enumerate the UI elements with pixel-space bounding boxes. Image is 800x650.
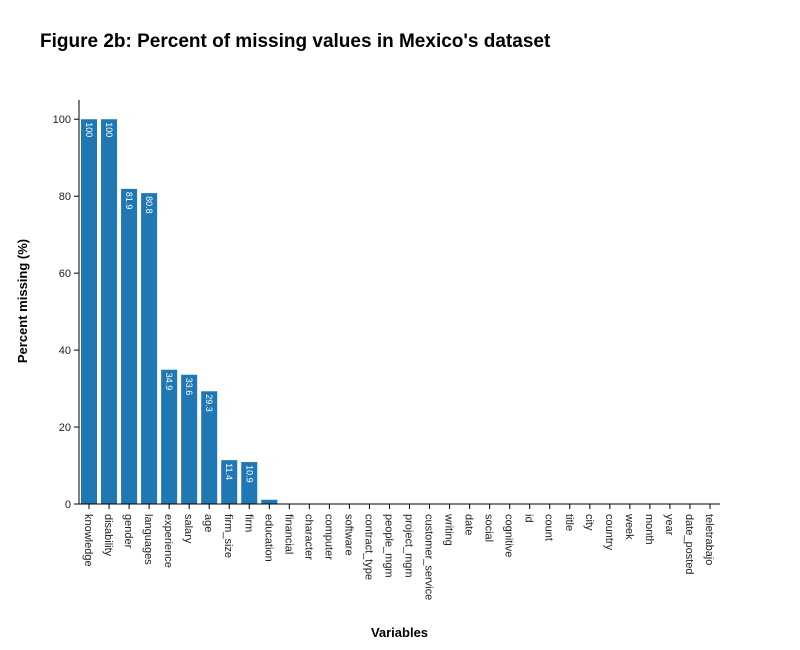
x-tick-label: week: [623, 513, 635, 540]
x-tick-label: age: [202, 514, 214, 532]
data-label: 80.8: [144, 196, 154, 214]
x-tick-label: computer: [322, 514, 334, 560]
x-tick-label: date: [463, 514, 475, 535]
x-tick-label: customer_service: [423, 514, 435, 600]
bar: [261, 499, 278, 504]
x-axis: knowledge disability gender languages experi…: [79, 503, 720, 600]
bar: [101, 119, 118, 504]
x-tick-label: gender: [122, 514, 134, 549]
data-label: 34.9: [164, 373, 174, 391]
x-tick-label: city: [583, 514, 595, 531]
x-tick-label: date_posted: [683, 514, 695, 575]
x-tick-label: count: [543, 514, 555, 541]
x-tick-label: financial: [282, 514, 294, 554]
x-tick-label: languages: [142, 514, 154, 565]
y-tick-label: 100: [53, 114, 71, 126]
y-tick-label: 60: [59, 268, 71, 280]
bar: [161, 369, 178, 504]
x-tick-label: country: [603, 514, 615, 551]
data-label: 33.6: [184, 378, 194, 396]
x-tick-label: title: [563, 514, 575, 531]
x-tick-label: year: [663, 514, 675, 536]
x-tick-label: salary: [182, 514, 194, 544]
x-tick-label: education: [262, 514, 274, 562]
data-label: 1.1: [264, 503, 274, 516]
y-tick-label: 80: [59, 191, 71, 203]
x-tick-label: software: [342, 514, 354, 556]
bar: [201, 391, 218, 504]
bar: [181, 374, 198, 504]
x-tick-label: character: [302, 514, 314, 560]
data-label: 29.3: [204, 394, 214, 412]
bar: [221, 460, 238, 504]
bar: [121, 188, 138, 504]
x-tick-label: firm: [242, 514, 254, 532]
data-label: 100: [104, 122, 114, 137]
y-tick-label: 0: [65, 499, 71, 511]
x-tick-label: month: [643, 514, 655, 545]
y-axis: 0 20 40 60 80 100: [53, 100, 80, 511]
x-tick-label: knowledge: [82, 514, 94, 567]
x-tick-label: project_mgm: [403, 514, 415, 578]
y-tick-label: 40: [59, 345, 71, 357]
x-tick-label: id: [523, 514, 535, 523]
x-tick-label: firm_size: [222, 514, 234, 558]
bar: [141, 193, 158, 505]
data-label: 10.9: [244, 465, 254, 483]
y-axis-title: Percent missing (%): [15, 239, 30, 363]
x-tick-label: contract_type: [362, 514, 374, 580]
x-tick-label: cognitive: [503, 514, 515, 557]
y-tick-label: 20: [59, 422, 71, 434]
bar: [81, 119, 98, 504]
data-label: 11.4: [224, 463, 234, 480]
bars-layer: [81, 119, 278, 505]
x-tick-label: people_mgm: [382, 514, 394, 578]
x-tick-label: social: [483, 514, 495, 542]
x-tick-label: writing: [443, 513, 455, 546]
x-tick-label: teletrabajo: [703, 514, 715, 565]
data-label: 81.9: [124, 192, 134, 210]
x-tick-label: disability: [102, 514, 114, 557]
data-label: 100: [84, 122, 94, 137]
x-tick-label: experience: [162, 514, 174, 568]
bar: [241, 462, 258, 504]
x-axis-title: Variables: [371, 625, 428, 640]
chart-title: Figure 2b: Percent of missing values in …: [40, 31, 551, 52]
value-labels-layer: 100 100 81.9 80.8 34.9 33.6 29.3 11.4 10.9 1.1: [84, 122, 274, 515]
